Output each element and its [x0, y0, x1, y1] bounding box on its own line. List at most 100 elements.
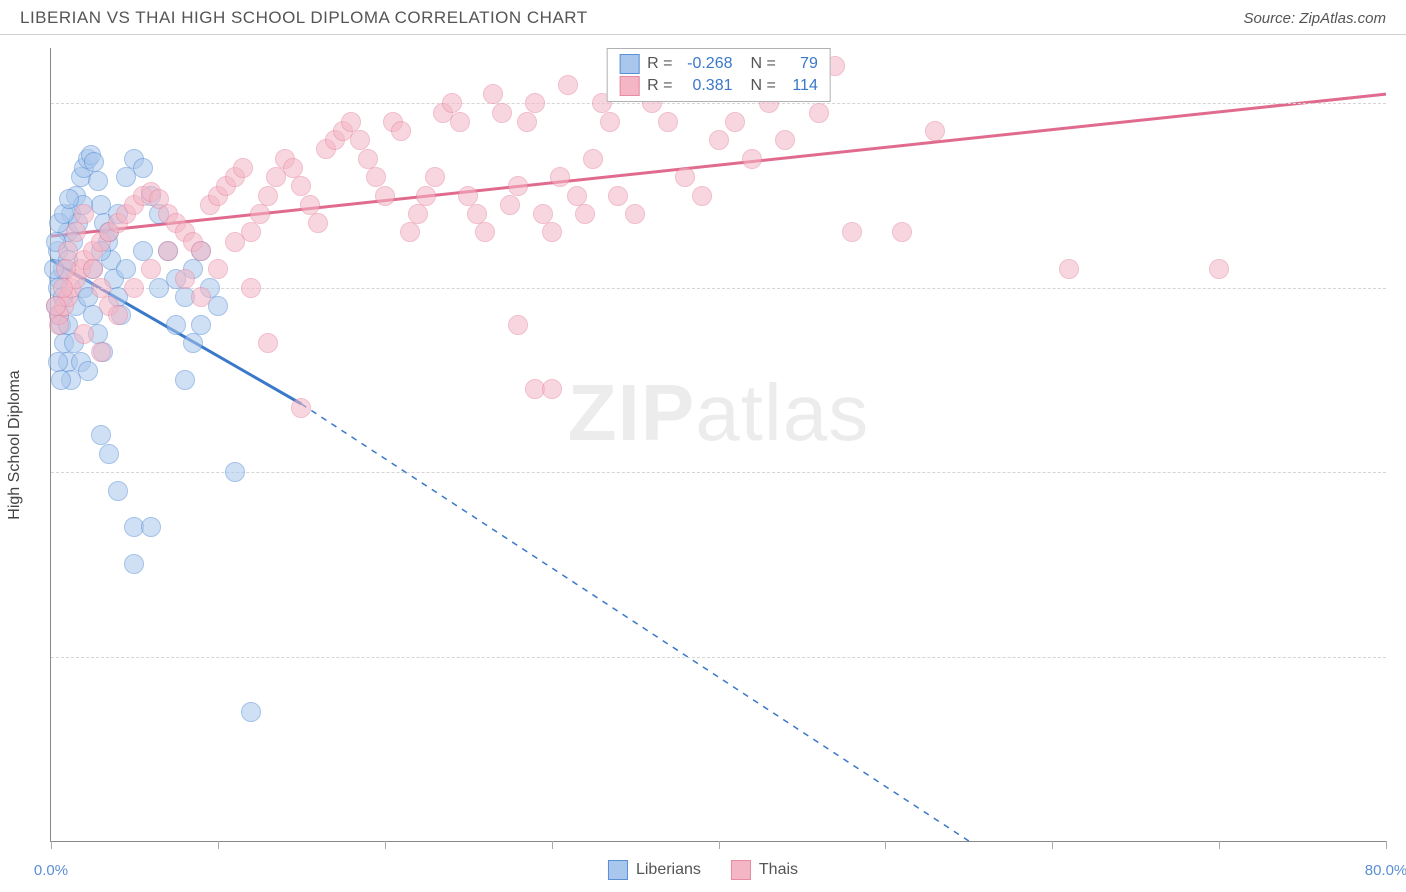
data-point — [74, 324, 94, 344]
x-tick — [1386, 841, 1387, 849]
chart-title: LIBERIAN VS THAI HIGH SCHOOL DIPLOMA COR… — [20, 8, 588, 28]
data-point — [925, 121, 945, 141]
data-point — [442, 93, 462, 113]
data-point — [408, 204, 428, 224]
data-point — [467, 204, 487, 224]
data-point — [91, 342, 111, 362]
data-point — [241, 702, 261, 722]
data-point — [46, 296, 66, 316]
legend-item: Liberians — [608, 860, 701, 880]
data-point — [91, 278, 111, 298]
gridline-h — [51, 103, 1386, 104]
data-point — [675, 167, 695, 187]
data-point — [725, 112, 745, 132]
data-point — [366, 167, 386, 187]
data-point — [166, 315, 186, 335]
data-point — [416, 186, 436, 206]
data-point — [84, 152, 104, 172]
stat-n-value: 114 — [784, 75, 818, 97]
gridline-h — [51, 657, 1386, 658]
data-point — [58, 241, 78, 261]
legend-swatch — [731, 860, 751, 880]
data-point — [542, 379, 562, 399]
data-point — [191, 315, 211, 335]
legend-swatch — [619, 76, 639, 96]
data-point — [116, 259, 136, 279]
y-tick-label: 90.0% — [1398, 279, 1406, 296]
data-point — [99, 444, 119, 464]
data-point — [49, 315, 69, 335]
data-point — [608, 186, 628, 206]
data-point — [550, 167, 570, 187]
stat-n-value: 79 — [784, 53, 818, 75]
data-point — [525, 93, 545, 113]
data-point — [600, 112, 620, 132]
data-point — [842, 222, 862, 242]
stat-r-value: -0.268 — [681, 53, 733, 75]
data-point — [425, 167, 445, 187]
data-point — [291, 176, 311, 196]
data-point — [492, 103, 512, 123]
data-point — [475, 222, 495, 242]
data-point — [625, 204, 645, 224]
data-point — [542, 222, 562, 242]
data-point — [742, 149, 762, 169]
x-tick — [719, 841, 720, 849]
data-point — [350, 130, 370, 150]
data-point — [108, 481, 128, 501]
data-point — [575, 204, 595, 224]
data-point — [709, 130, 729, 150]
data-point — [1059, 259, 1079, 279]
data-point — [149, 278, 169, 298]
data-point — [533, 204, 553, 224]
x-tick — [1219, 841, 1220, 849]
legend-item: Thais — [731, 860, 798, 880]
data-point — [291, 398, 311, 418]
data-point — [124, 554, 144, 574]
stat-r-value: 0.381 — [681, 75, 733, 97]
data-point — [225, 232, 245, 252]
data-point — [300, 195, 320, 215]
data-point — [56, 259, 76, 279]
data-point — [892, 222, 912, 242]
data-point — [51, 370, 71, 390]
stat-n-label: N = — [751, 75, 776, 97]
data-point — [391, 121, 411, 141]
data-point — [400, 222, 420, 242]
data-point — [233, 158, 253, 178]
stat-r-label: R = — [647, 75, 672, 97]
x-tick-label: 0.0% — [34, 862, 68, 879]
x-tick — [552, 841, 553, 849]
stat-r-label: R = — [647, 53, 672, 75]
data-point — [88, 171, 108, 191]
data-point — [341, 112, 361, 132]
data-point — [124, 278, 144, 298]
data-point — [692, 186, 712, 206]
data-point — [250, 204, 270, 224]
data-point — [283, 158, 303, 178]
data-point — [458, 186, 478, 206]
data-point — [308, 213, 328, 233]
data-point — [91, 425, 111, 445]
data-point — [191, 287, 211, 307]
chart-plot-area: High School Diploma ZIPatlas R =-0.268N … — [50, 48, 1386, 842]
x-tick — [51, 841, 52, 849]
data-point — [658, 112, 678, 132]
stats-legend-row: R = -0.268 N = 79 — [619, 53, 818, 75]
data-point — [108, 305, 128, 325]
data-point — [175, 269, 195, 289]
legend-label: Liberians — [636, 861, 701, 879]
trend-line-extrapolated — [301, 404, 969, 841]
stats-legend: R = -0.268 N = 79 R = 0.381 N = 114 — [606, 48, 831, 102]
x-tick — [885, 841, 886, 849]
data-point — [183, 333, 203, 353]
x-tick — [385, 841, 386, 849]
data-point — [558, 75, 578, 95]
data-point — [775, 130, 795, 150]
x-tick-label: 80.0% — [1365, 862, 1406, 879]
data-point — [141, 259, 161, 279]
data-point — [258, 333, 278, 353]
stat-n-label: N = — [751, 53, 776, 75]
data-point — [133, 158, 153, 178]
data-point — [78, 361, 98, 381]
